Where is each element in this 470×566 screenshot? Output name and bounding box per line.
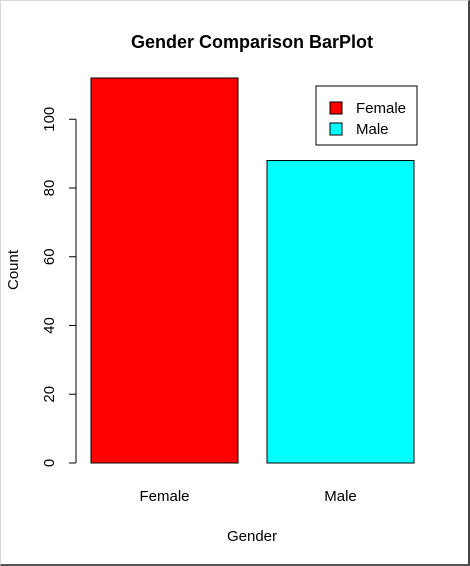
x-tick-labels: Female Male (139, 488, 356, 505)
legend-label-male: Male (356, 121, 389, 138)
x-tick-label-female: Female (139, 488, 189, 505)
bar-male (266, 160, 415, 464)
legend: Female Male (315, 85, 418, 146)
y-tick-label: 0 (41, 459, 58, 467)
y-tick-label: 40 (41, 317, 58, 334)
legend-swatch-male (329, 122, 343, 136)
y-tick-label: 100 (41, 107, 58, 132)
chart-title: Gender Comparison BarPlot (131, 32, 373, 52)
y-tick-label: 20 (41, 386, 58, 403)
legend-label-female: Female (356, 100, 406, 117)
x-axis-label: Gender (227, 528, 277, 545)
y-tick-label: 60 (41, 248, 58, 265)
y-axis-label: Count (5, 249, 22, 290)
x-tick-label-male: Male (324, 488, 357, 505)
y-tick-label: 80 (41, 180, 58, 197)
bars-group (90, 77, 415, 464)
legend-swatch-female (329, 101, 343, 115)
bar-female (90, 77, 239, 464)
y-axis: 0 20 40 60 80 100 (41, 107, 77, 467)
